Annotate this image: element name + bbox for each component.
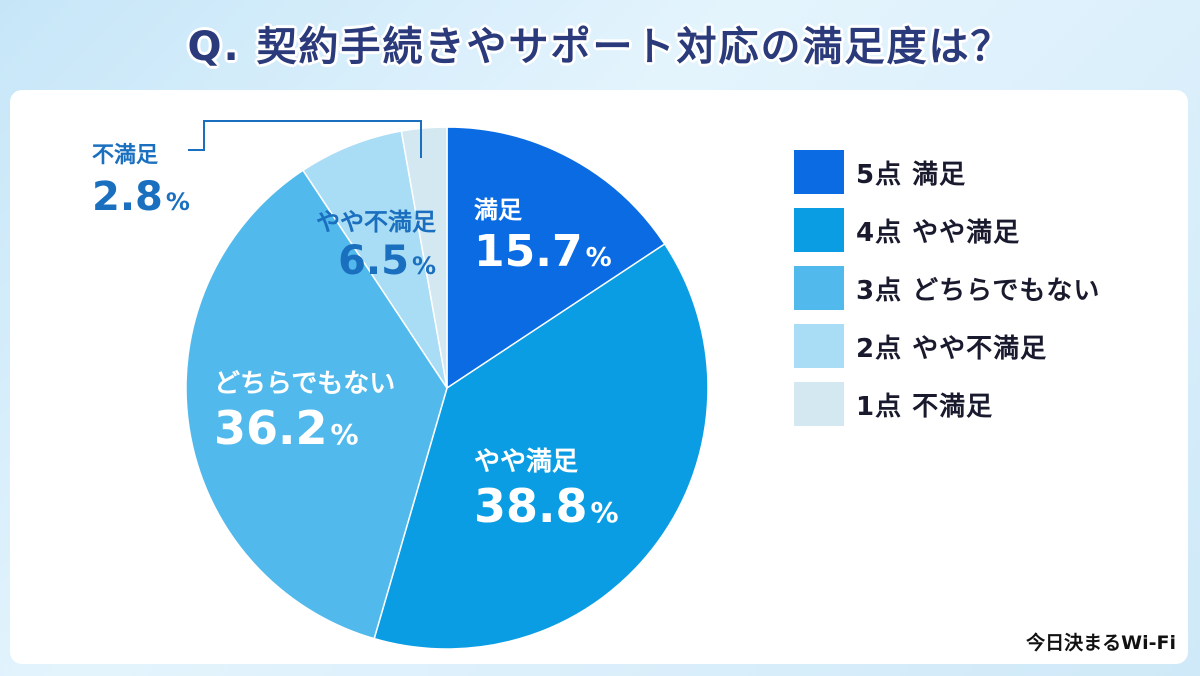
- legend-label-2: 2点 やや不満足: [856, 333, 1048, 364]
- callout-line: [188, 120, 422, 158]
- slice-value-number: 2.8: [92, 174, 163, 220]
- legend-swatch-2: [794, 324, 844, 368]
- legend-item-2: 2点 やや不満足: [794, 324, 1100, 368]
- legend-label-3: 3点 どちらでもない: [856, 275, 1101, 306]
- slice-value-unit: %: [591, 496, 619, 529]
- legend-label-5: 5点 満足: [856, 159, 967, 190]
- legend-item-1: 1点 不満足: [794, 382, 1100, 426]
- slice-value-unit: %: [166, 188, 190, 216]
- legend-item-3: 3点 どちらでもない: [794, 266, 1100, 310]
- slice-neutral: [185, 169, 448, 640]
- slice-value-number: 15.7: [474, 226, 583, 277]
- legend-label-4: 4点 やや満足: [856, 217, 1021, 248]
- legend-swatch-1: [794, 382, 844, 426]
- slice-satisfied: [446, 126, 666, 390]
- slice-label-value: 38.8%: [474, 479, 619, 533]
- slice-label-value: 6.5%: [338, 238, 436, 284]
- legend-item-4: 4点 やや満足: [794, 208, 1100, 252]
- slice-value-number: 6.5: [338, 238, 409, 284]
- slice-value-unit: %: [412, 252, 436, 280]
- slice-label-value: 15.7%: [474, 226, 612, 277]
- legend-swatch-5: [794, 150, 844, 194]
- slice-label-name: 不満足: [92, 142, 158, 168]
- slice-label-name: やや不満足: [316, 208, 436, 236]
- slice-value-number: 36.2: [214, 401, 328, 455]
- slice-label-name: 満足: [474, 196, 522, 224]
- slice-dissatisfied: [400, 126, 448, 389]
- legend: 5点 満足 4点 やや満足 3点 どちらでもない 2点 やや不満足 1点 不満足: [794, 150, 1100, 440]
- legend-swatch-4: [794, 208, 844, 252]
- legend-swatch-3: [794, 266, 844, 310]
- slice-label-value: 36.2%: [214, 401, 359, 455]
- brand-credit: 今日決まるWi-Fi: [1026, 632, 1176, 654]
- slice-label-value: 2.8%: [92, 174, 190, 220]
- legend-label-1: 1点 不満足: [856, 391, 994, 422]
- slice-label-name: どちらでもない: [214, 369, 395, 399]
- slice-somewhat-satisfied: [373, 242, 709, 650]
- pie-slices: [185, 126, 709, 650]
- callout-leader: [188, 120, 422, 158]
- chart-title: Q. 契約手続きやサポート対応の満足度は？: [187, 24, 1013, 70]
- slice-value-number: 38.8: [474, 479, 588, 533]
- slice-label-name: やや満足: [474, 447, 578, 477]
- slice-value-unit: %: [331, 418, 359, 451]
- legend-item-5: 5点 満足: [794, 150, 1100, 194]
- slice-value-unit: %: [586, 243, 612, 273]
